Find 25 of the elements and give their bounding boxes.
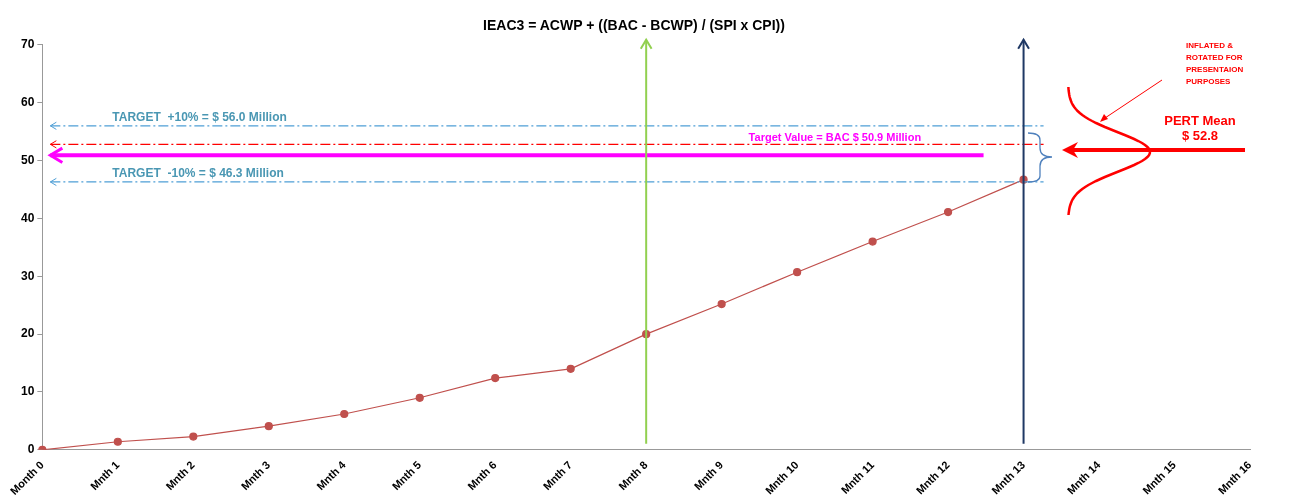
point [566,364,575,373]
point [340,409,349,419]
point [113,437,122,446]
ref-line-label: Target Value = BAC $ 50.9 Million [748,130,922,143]
y-tick-label: 10 [20,384,35,399]
y-tick-label: 0 [27,442,35,457]
point [415,393,424,402]
point [189,432,198,441]
y-tick-label: 70 [20,37,35,52]
annotation: INFLATED & ROTATED FOR PRESENTAION PURPOSES [1186,41,1244,86]
y-tick-label: 30 [20,268,35,283]
point [491,374,500,383]
y-tick-label: 40 [20,210,35,225]
point [717,299,726,309]
ref-line-label: TARGET -10% = $ 46.3 Million [112,166,284,181]
ref-line-label: TARGET +10% = $ 56.0 Million [112,110,287,125]
point [264,422,273,431]
chart-title: IEAC3 = ACWP + ((BAC - BCWP) / (SPI x CPI)) [483,17,785,34]
point [793,268,802,277]
y-tick-label: 50 [20,152,35,167]
annotation: PERT Mean $ 52.8 [1164,113,1236,143]
y-tick-label: 60 [20,94,35,109]
point [868,237,877,246]
y-tick-label: 20 [20,326,35,341]
point [943,207,953,217]
